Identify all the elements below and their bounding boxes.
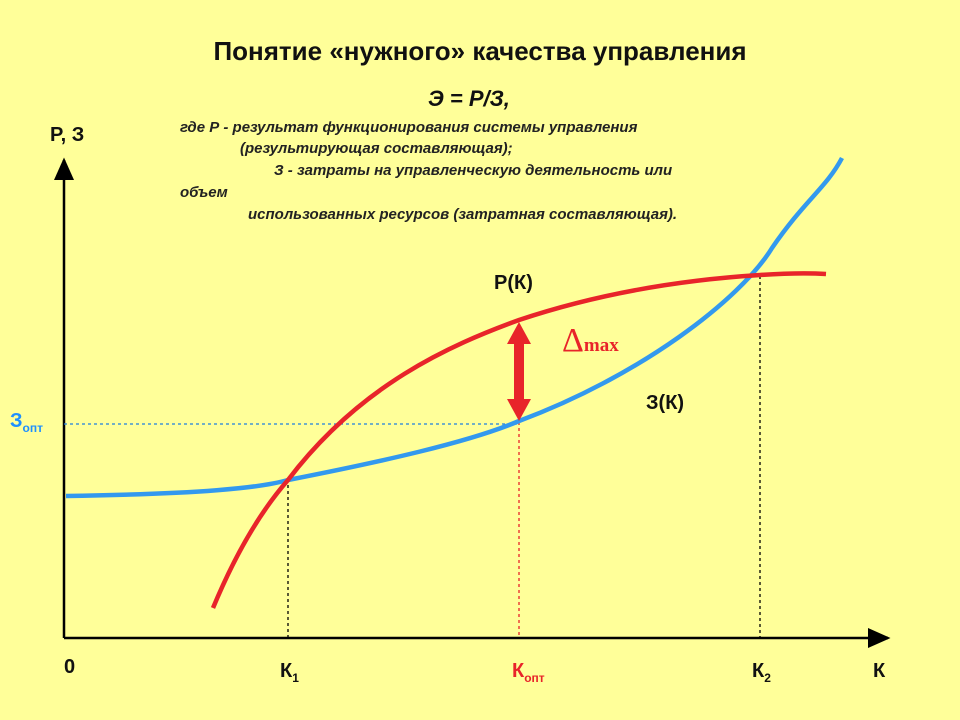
cost-curve-label: З(К) [646, 392, 685, 414]
note-line-5: использованных ресурсов (затратная соста… [248, 206, 678, 223]
x-axis-label: К [873, 660, 886, 682]
note-line-2: (результирующая составляющая); [240, 140, 513, 157]
page-title: Понятие «нужного» качества управления [213, 36, 747, 66]
note-line-1: где Р - результат функционирования систе… [180, 119, 638, 136]
note-line-4: объем [180, 184, 228, 201]
k2-label: К2 [752, 660, 771, 685]
k1-label: К1 [280, 660, 299, 685]
efficiency-formula: Э = Р/З, [428, 86, 510, 111]
delta-max-label: Δmax [562, 322, 619, 359]
cost-curve [65, 156, 844, 499]
note-line-3: З - затраты на управленческую деятельнос… [274, 162, 673, 179]
result-curve [210, 271, 827, 609]
origin-label: 0 [64, 656, 76, 678]
zopt-label: Зопт [10, 410, 43, 435]
delta-max-arrow [507, 322, 531, 421]
y-axis-label: Р, З [50, 124, 85, 146]
kopt-label: Копт [512, 660, 545, 685]
result-curve-label: Р(К) [494, 272, 533, 294]
